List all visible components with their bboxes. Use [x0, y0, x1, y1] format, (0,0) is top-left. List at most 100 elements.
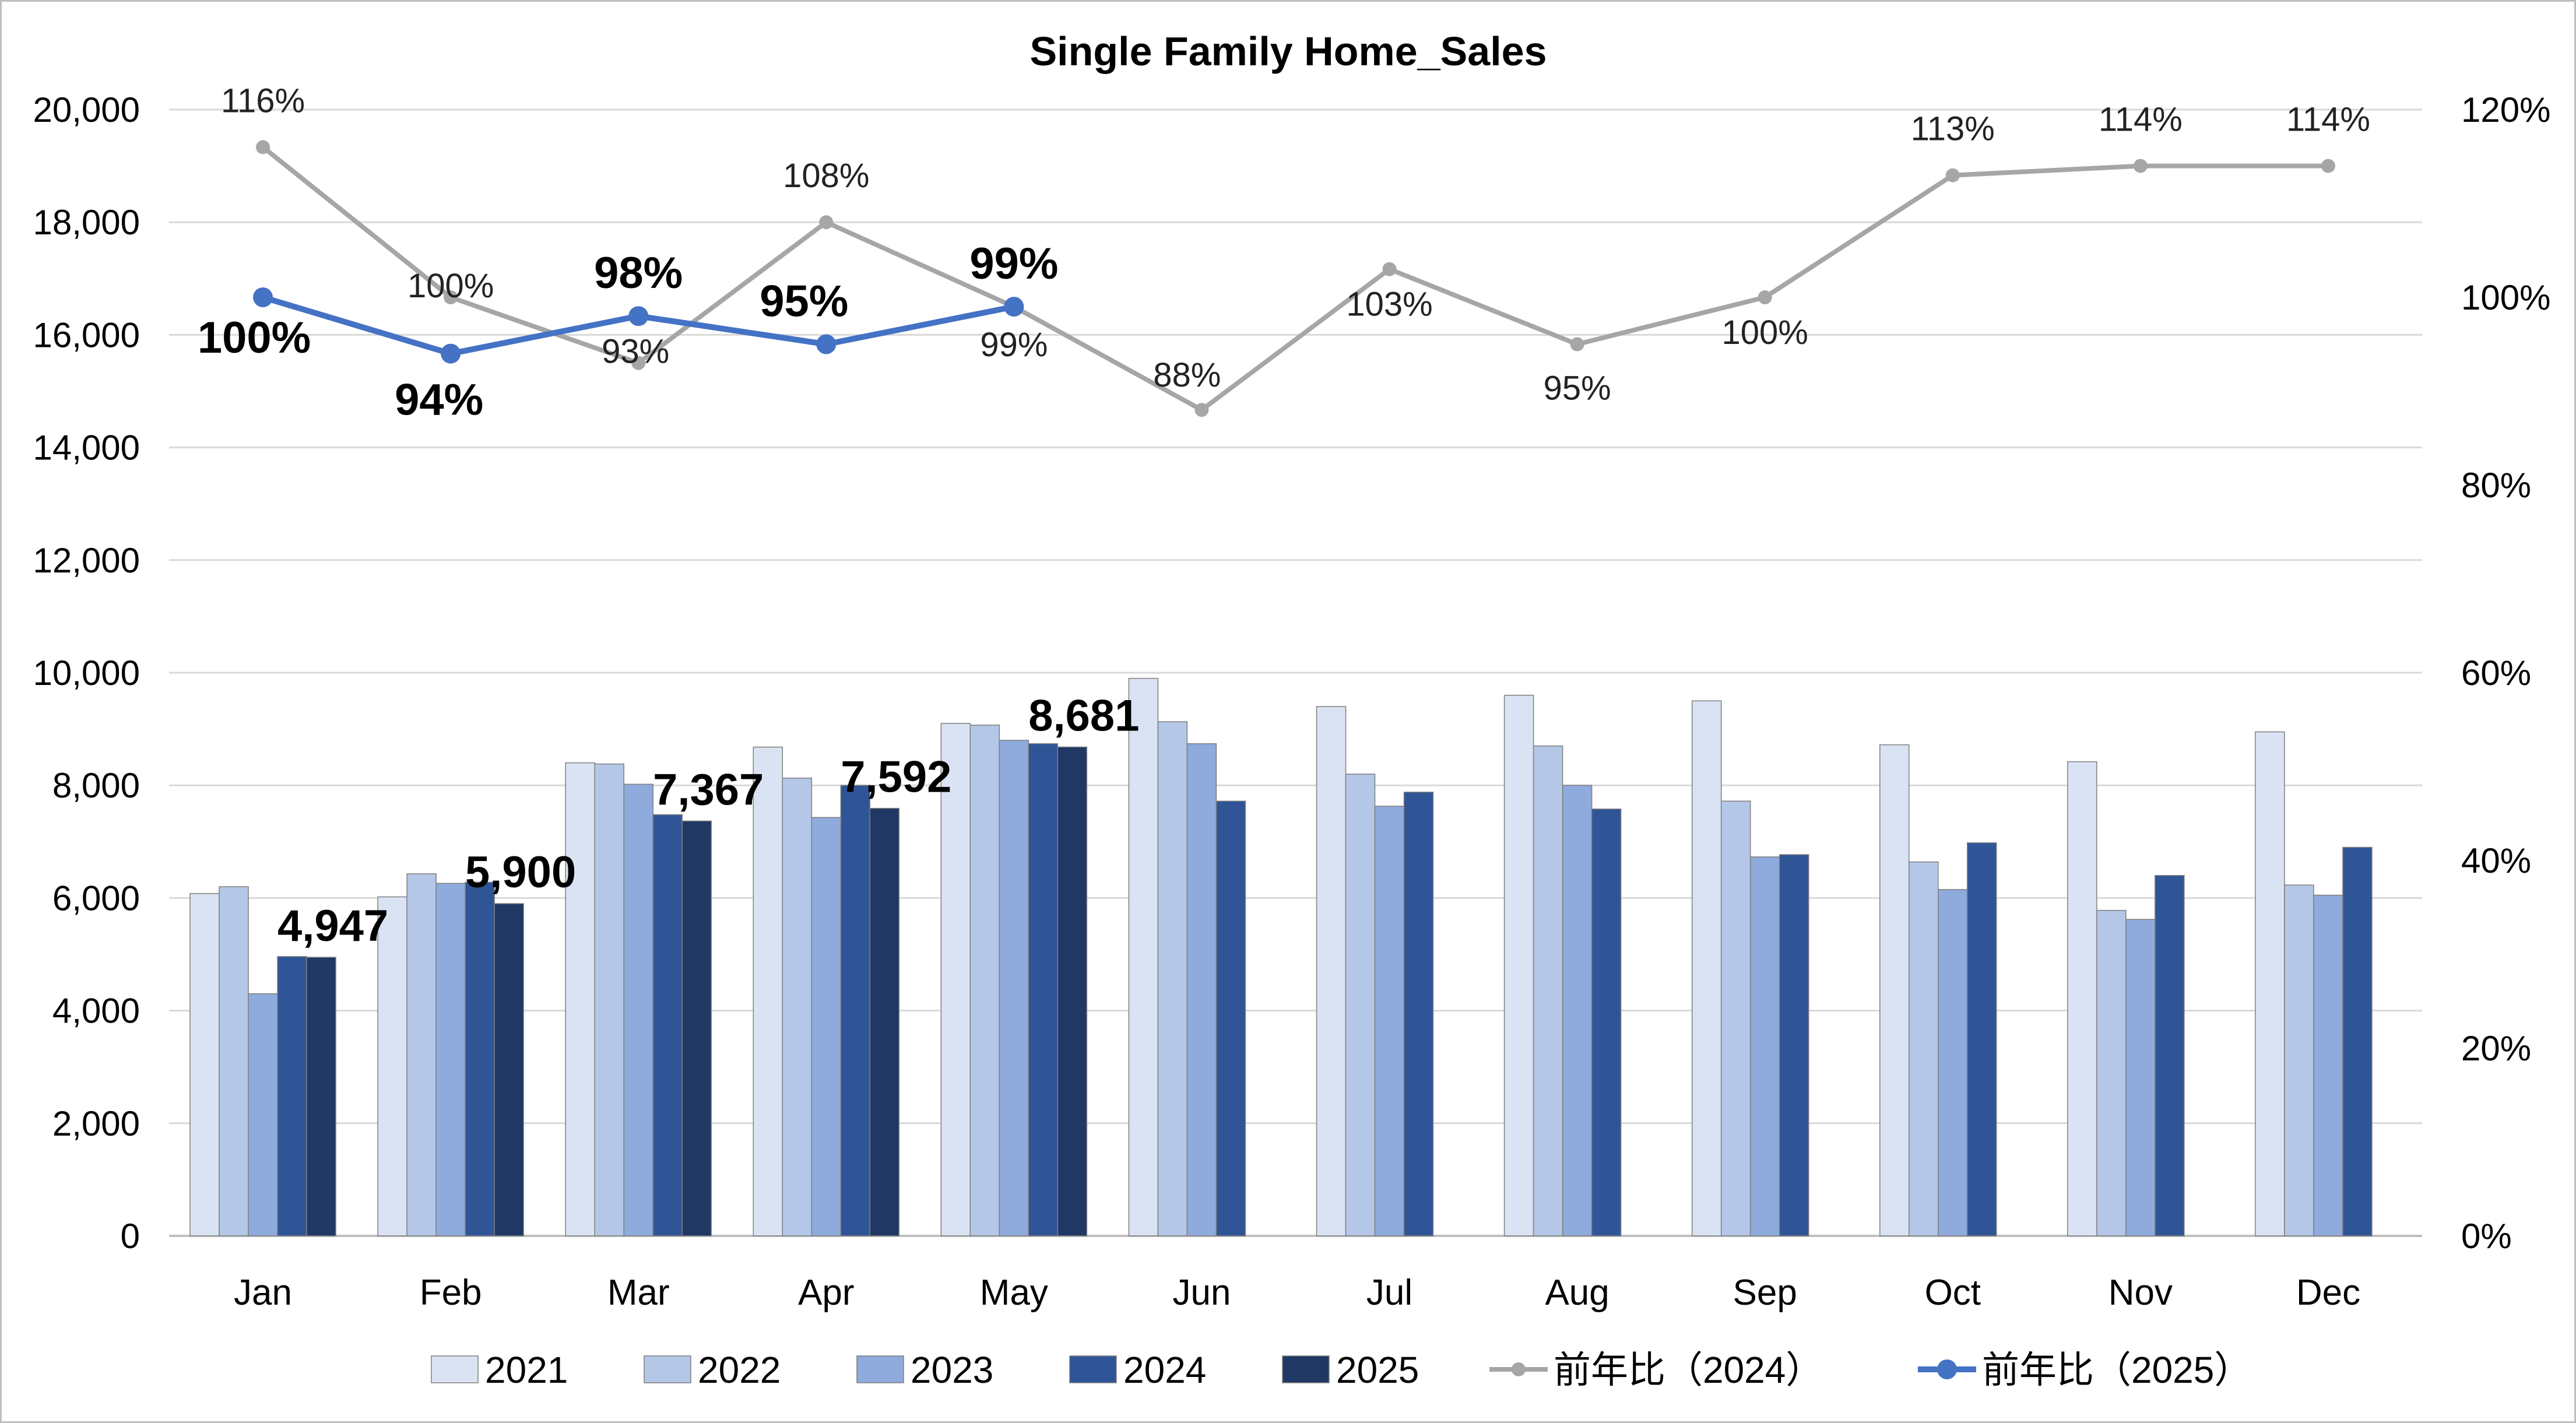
- bar-2021: [2255, 731, 2285, 1236]
- x-axis: Jan Feb Mar Apr May Jun Jul Aug Sep Oct Nov Dec: [234, 1273, 2360, 1313]
- bar-data-label: 7,592: [841, 753, 951, 802]
- bar-2024: [1967, 842, 1997, 1236]
- bar-2022: [782, 777, 813, 1236]
- line-point: [631, 356, 646, 370]
- line-point: [1004, 297, 1024, 317]
- bar-data-label: 8,681: [1028, 691, 1139, 740]
- legend-swatch: [1282, 1355, 1330, 1383]
- bar-2024: [840, 785, 871, 1236]
- bar-series: [189, 677, 2373, 1236]
- bar-2021: [1691, 700, 1722, 1236]
- bar-2021: [565, 762, 595, 1236]
- legend-label: 2024: [1123, 1349, 1206, 1391]
- bar-2023: [435, 883, 466, 1236]
- legend: 2021 2022 2023 2024 2025 前年比（2024） 前年比（2025）: [431, 1349, 2251, 1391]
- bar-2022: [2096, 909, 2127, 1236]
- legend-label: 前年比（2024）: [1554, 1349, 1823, 1391]
- line-data-label: 103%: [1346, 286, 1432, 324]
- line-data-label: 100%: [198, 313, 311, 363]
- legend-swatch: [1069, 1355, 1117, 1383]
- line-前年比（2024）: [261, 145, 2328, 413]
- left-tick-label: 10,000: [33, 653, 140, 693]
- bar-2024: [1779, 854, 1809, 1236]
- line-data-label: 93%: [602, 333, 669, 371]
- bar-2024: [652, 814, 683, 1236]
- legend-label: 2022: [698, 1349, 781, 1391]
- line-point: [256, 140, 270, 154]
- left-tick-label: 14,000: [33, 428, 140, 468]
- left-tick-label: 0: [121, 1217, 140, 1256]
- x-tick-label: Oct: [1925, 1273, 1981, 1313]
- bar-2023: [1562, 785, 1593, 1236]
- bar-data-label: 7,367: [653, 765, 764, 814]
- right-tick-label: 40%: [2461, 841, 2531, 880]
- bar-2023: [811, 817, 842, 1236]
- right-tick-label: 20%: [2461, 1029, 2531, 1068]
- bar-2024: [2342, 846, 2373, 1236]
- bar-2024: [277, 956, 307, 1236]
- legend-label: 2025: [1336, 1349, 1419, 1391]
- x-tick-label: Jul: [1366, 1273, 1412, 1313]
- bar-2024: [2155, 875, 2185, 1236]
- line-series: [253, 140, 2335, 417]
- line-data-label: 108%: [783, 157, 869, 195]
- bar-2022: [1533, 745, 1563, 1236]
- bar-2023: [1374, 806, 1405, 1236]
- legend-marker: [1512, 1362, 1526, 1376]
- bar-data-label: 4,947: [277, 901, 388, 951]
- bar-2025: [869, 807, 900, 1236]
- line-point: [441, 343, 461, 364]
- line-point: [2321, 159, 2335, 173]
- line-data-label: 99%: [969, 239, 1058, 289]
- bar-2022: [594, 763, 624, 1236]
- line-data-label: 88%: [1153, 356, 1221, 394]
- bar-2021: [1503, 694, 1534, 1236]
- line-data-label: 98%: [594, 248, 683, 298]
- bar-2021: [1128, 677, 1159, 1236]
- left-y-axis: 0 2,000 4,000 6,000 8,000 10,000 12,000 14,000 1…: [33, 90, 140, 1256]
- bar-2025: [494, 903, 524, 1236]
- bar-2021: [753, 746, 783, 1236]
- bar-2022: [1909, 861, 1939, 1236]
- right-tick-label: 120%: [2461, 90, 2550, 129]
- line-data-label: 113%: [1911, 110, 1995, 148]
- left-tick-label: 6,000: [52, 879, 140, 918]
- bar-2025: [1057, 746, 1088, 1236]
- bar-2021: [377, 896, 407, 1236]
- x-tick-label: Sep: [1733, 1273, 1797, 1313]
- line-data-label: 114%: [2099, 101, 2183, 139]
- line-point: [628, 306, 649, 326]
- bar-2024: [1591, 809, 1622, 1236]
- line-point: [1945, 168, 1960, 182]
- bar-2023: [2313, 894, 2343, 1236]
- right-tick-label: 80%: [2461, 466, 2531, 505]
- line-data-label: 99%: [980, 326, 1048, 364]
- bar-2022: [406, 873, 437, 1236]
- bar-2023: [623, 783, 653, 1236]
- left-tick-label: 20,000: [33, 90, 140, 129]
- legend-swatch: [644, 1355, 691, 1383]
- right-y-axis: 0% 20% 40% 60% 80% 100% 120%: [2461, 90, 2550, 1256]
- bar-2022: [1345, 774, 1376, 1236]
- bar-2022: [1720, 800, 1751, 1236]
- line-data-label: 100%: [407, 267, 494, 305]
- x-tick-label: Apr: [798, 1273, 854, 1313]
- bar-2021: [1316, 706, 1347, 1236]
- bar-2024: [1215, 800, 1246, 1236]
- line-point: [1194, 403, 1209, 417]
- line-data-label: 95%: [760, 277, 848, 326]
- right-tick-label: 100%: [2461, 278, 2550, 317]
- bar-2023: [1749, 856, 1780, 1236]
- bar-2022: [219, 886, 249, 1236]
- line-point: [253, 287, 273, 307]
- line-data-label: 95%: [1544, 370, 1611, 407]
- bar-2023: [1186, 743, 1217, 1236]
- x-tick-label: Feb: [420, 1273, 482, 1313]
- bar-2022: [969, 725, 1000, 1236]
- line-point: [2133, 159, 2148, 173]
- line-data-label: 94%: [395, 375, 483, 425]
- left-tick-label: 12,000: [33, 541, 140, 580]
- left-tick-label: 4,000: [52, 992, 140, 1031]
- right-tick-label: 0%: [2461, 1217, 2512, 1256]
- bar-2021: [189, 893, 220, 1236]
